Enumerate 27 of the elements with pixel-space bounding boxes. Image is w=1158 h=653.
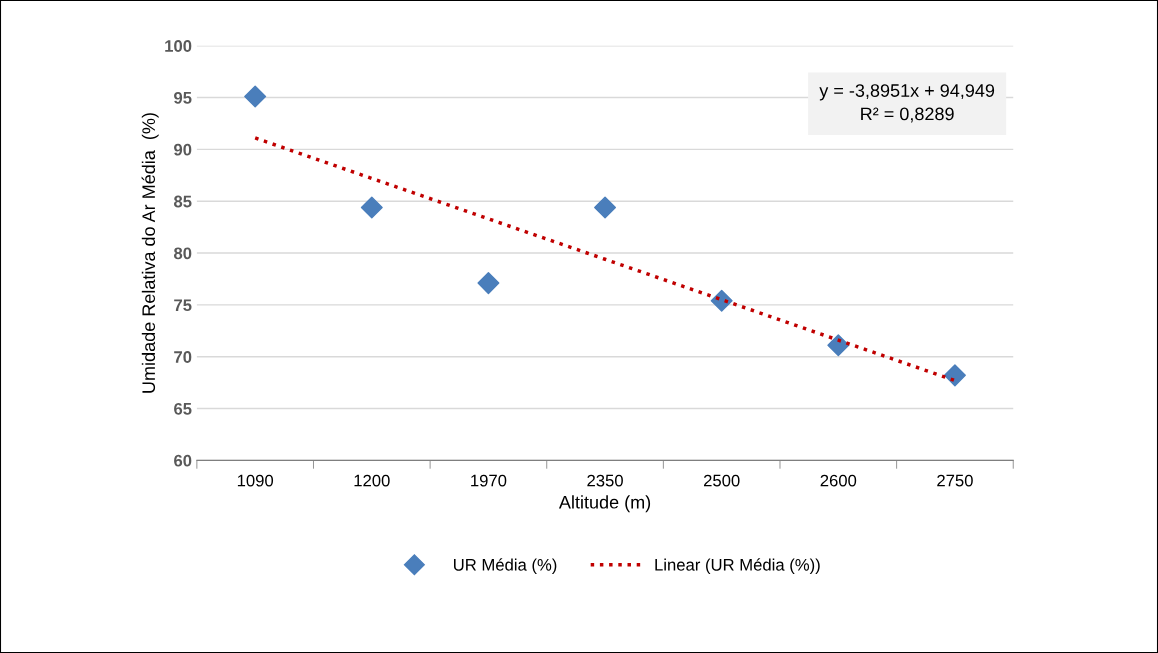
y-tick-label: 90 (174, 143, 192, 156)
legend-label: UR Média (%) (454, 558, 557, 575)
x-tick-label: 1090 (237, 474, 274, 487)
point (943, 364, 966, 387)
x-axis-title: Altitude (m) (558, 495, 651, 513)
annotation: y = -3,8951x + 94,949 R² = 0,8289 (819, 84, 995, 123)
x-tick-label: 1970 (471, 474, 507, 487)
x-tick-label: 2600 (820, 474, 857, 487)
y-tick-label: 100 (165, 40, 192, 52)
point (244, 85, 267, 108)
point (360, 196, 383, 219)
point (594, 196, 617, 219)
y-tick-label: 95 (174, 91, 192, 104)
x-tick-label: 1200 (354, 474, 390, 487)
x-tick-label: 2350 (587, 474, 623, 487)
y-tick-label: 60 (174, 454, 192, 467)
x-tick-label: 2750 (937, 474, 973, 487)
y-axis-title: Umidade Relativa do Ar Média (%) (141, 113, 159, 393)
x-tick-label: 2500 (703, 474, 740, 487)
y-tick-label: 75 (174, 299, 192, 312)
y-tick-label: 85 (173, 195, 192, 208)
y-tick-label: 65 (174, 402, 192, 415)
y-tick-label: 80 (173, 247, 192, 260)
point (827, 334, 850, 357)
y-tick-label: 70 (174, 351, 192, 363)
legend-label: Linear (UR Média (%)) (655, 558, 820, 575)
point (477, 272, 500, 295)
